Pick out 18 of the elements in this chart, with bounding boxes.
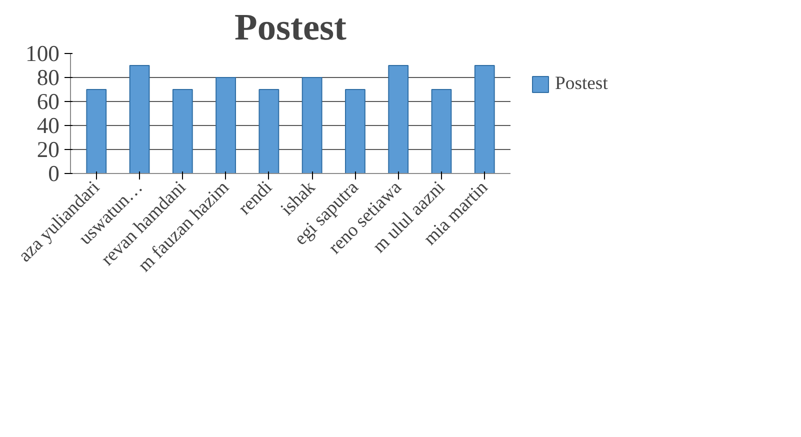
bar — [258, 89, 280, 174]
bar — [431, 89, 452, 174]
bar — [474, 65, 495, 174]
bar — [345, 89, 366, 174]
y-tick-label: 20 — [36, 137, 60, 162]
bar — [302, 77, 322, 174]
bar — [216, 77, 236, 174]
bar — [129, 65, 150, 174]
chart-title: Postest — [234, 8, 348, 48]
y-tick-label: 80 — [36, 65, 60, 90]
bar — [172, 89, 193, 174]
y-tick-label: 60 — [36, 89, 60, 114]
y-tick-label: 0 — [48, 161, 60, 186]
bar — [86, 89, 107, 174]
y-tick-label: 100 — [26, 41, 60, 66]
legend-label: Postest — [555, 73, 608, 95]
y-tick-label: 40 — [36, 113, 60, 138]
bar — [388, 65, 409, 174]
